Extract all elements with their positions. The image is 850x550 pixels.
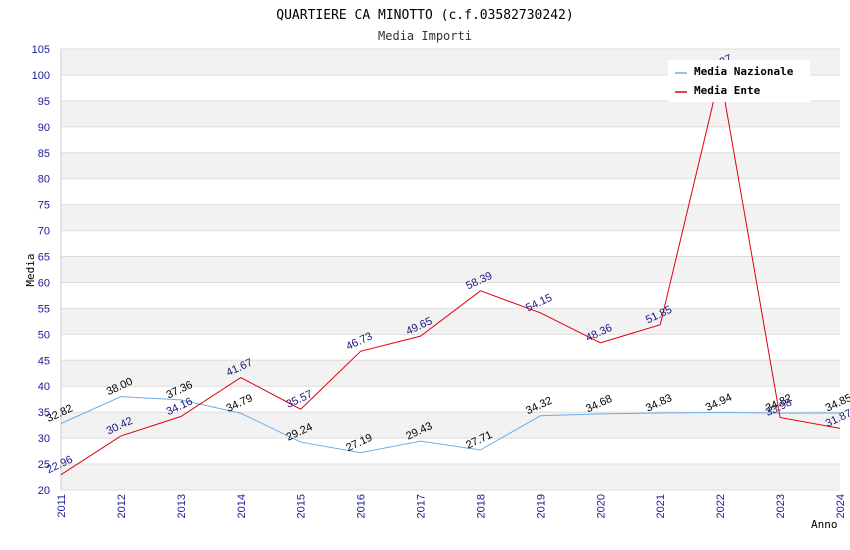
grid-band [61,204,840,231]
grid-band [61,412,840,439]
x-axis-ticks: 2011 2012 2013 2014 2015 2016 2017 2018 2019 2020… [56,494,847,518]
x-tick-label: 2022 [715,494,727,518]
x-tick-label: 2015 [296,494,308,518]
y-tick-label: 25 [38,459,50,471]
y-tick-label: 30 [38,433,50,445]
grid-band [61,256,840,283]
x-tick-label: 2016 [356,494,368,518]
y-tick-label: 100 [32,70,50,82]
grid-band [61,308,840,335]
y-tick-label: 45 [38,355,50,367]
y-tick-label: 70 [38,226,50,238]
data-label-media-ente: 35.57 [284,388,314,411]
grid-band [61,152,840,179]
legend-label-media-ente: Media Ente [694,84,761,97]
y-tick-label: 55 [38,303,50,315]
x-tick-label: 2017 [416,494,428,518]
x-tick-label: 2018 [475,494,487,518]
data-label-media-nazionale: 34.83 [644,392,674,415]
x-tick-label: 2013 [176,494,188,518]
y-tick-label: 60 [38,277,50,289]
legend-box [668,60,810,102]
x-tick-label: 2024 [835,494,847,518]
data-label-media-nazionale: 34.79 [224,392,254,415]
y-tick-label: 50 [38,329,50,341]
x-tick-label: 2023 [775,494,787,518]
series-lines [60,73,841,476]
y-tick-label: 75 [38,200,50,212]
series-line-media-nazionale [60,396,841,454]
y-tick-label: 35 [38,407,50,419]
grid-bands [61,49,840,490]
y-tick-label: 95 [38,96,50,108]
grid-band [61,100,840,127]
y-axis-title: Media [24,253,37,286]
data-label-media-nazionale: 34.94 [704,392,734,415]
x-tick-label: 2020 [595,494,607,518]
legend: Media Nazionale Media Ente [668,60,810,102]
y-tick-label: 20 [38,485,50,497]
y-tick-label: 80 [38,174,50,186]
y-tick-label: 40 [38,381,50,393]
y-axis-ticks: 20 25 30 35 40 45 50 55 60 65 70 75 80 85 90 95 100 105 [32,44,50,497]
y-tick-label: 90 [38,122,50,134]
x-tick-label: 2021 [655,494,667,518]
gridlines [61,48,840,491]
x-tick-label: 2014 [236,494,248,518]
x-tick-label: 2011 [56,494,68,518]
series-line-media-ente [60,73,841,476]
y-tick-label: 105 [32,44,50,56]
chart-title: QUARTIERE CA MINOTTO (c.f.03582730242) [276,8,573,23]
x-axis-title: Anno [811,518,838,531]
y-tick-label: 85 [38,148,50,160]
y-tick-label: 65 [38,252,50,264]
x-tick-label: 2019 [535,494,547,518]
grid-band [61,360,840,387]
grid-band [61,464,840,490]
chart-subtitle: Media Importi [378,29,472,43]
legend-label-media-nazionale: Media Nazionale [694,65,794,78]
x-tick-label: 2012 [116,494,128,518]
